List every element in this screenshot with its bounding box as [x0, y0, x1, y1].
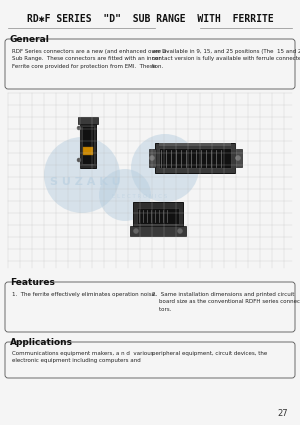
Text: Features: Features — [10, 278, 55, 287]
Text: S U Z A K U: S U Z A K U — [50, 177, 120, 187]
Circle shape — [134, 229, 139, 233]
Circle shape — [178, 229, 182, 233]
Text: 1.  The ferrite effectively eliminates operation noise.: 1. The ferrite effectively eliminates op… — [12, 292, 157, 297]
Bar — [80, 122, 96, 168]
Bar — [155, 143, 235, 173]
Circle shape — [99, 169, 151, 221]
Bar — [130, 226, 186, 236]
Text: RD✱F SERIES  "D"  SUB RANGE  WITH  FERRITE: RD✱F SERIES "D" SUB RANGE WITH FERRITE — [27, 14, 273, 24]
Bar — [159, 143, 231, 146]
Text: E L E C T R O N I C S: E L E C T R O N I C S — [112, 193, 168, 198]
Text: peripheral equipment, circuit devices, the: peripheral equipment, circuit devices, t… — [152, 351, 267, 356]
Bar — [82, 126, 94, 164]
Circle shape — [77, 126, 81, 130]
Circle shape — [44, 137, 120, 213]
Text: Communications equipment makers, a n d  various
electronic equipment including c: Communications equipment makers, a n d v… — [12, 351, 154, 363]
Text: Applications: Applications — [10, 338, 73, 347]
Bar — [83, 147, 93, 155]
Text: General: General — [10, 35, 50, 44]
Text: 27: 27 — [278, 409, 288, 418]
Bar — [159, 148, 231, 168]
Circle shape — [131, 134, 199, 202]
Bar — [133, 202, 183, 234]
Circle shape — [236, 156, 241, 161]
Bar — [78, 117, 98, 124]
FancyBboxPatch shape — [5, 342, 295, 378]
Circle shape — [149, 156, 154, 161]
Text: 2.  Same installation dimensions and printed circuit
    board size as the conve: 2. Same installation dimensions and prin… — [152, 292, 300, 312]
FancyBboxPatch shape — [5, 39, 295, 89]
Circle shape — [77, 158, 81, 162]
Text: are available in 9, 15, and 25 positions (The  15 and 25
contact version is full: are available in 9, 15, and 25 positions… — [152, 49, 300, 69]
FancyBboxPatch shape — [5, 282, 295, 332]
Bar — [235, 149, 242, 167]
Text: RDF Series connectors are a new (and enhanced over D-
Sub Range.  These connecto: RDF Series connectors are a new (and enh… — [12, 49, 168, 69]
Bar — [149, 149, 156, 167]
Bar — [137, 208, 179, 224]
